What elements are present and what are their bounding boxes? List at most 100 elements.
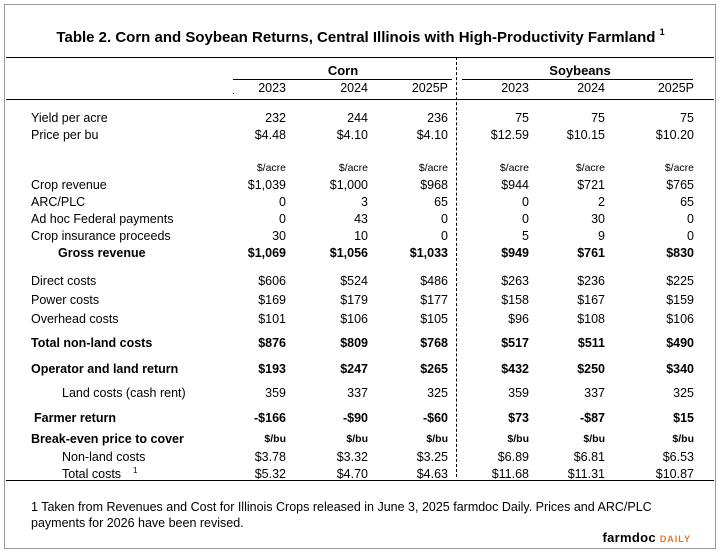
soy-header-rule (462, 79, 693, 80)
table-cell: $517 (501, 336, 529, 350)
table-cell: 75 (591, 111, 605, 125)
row-label: Overhead costs (31, 312, 119, 326)
table-row: Price per bu $4.48 $4.10 $4.10 $12.59 $10.15 $… (0, 127, 721, 143)
table-row: Break-even price to cover $/bu $/bu $/bu $/b… (0, 431, 721, 447)
table-cell: -$87 (579, 411, 605, 425)
table-cell: $225 (666, 274, 694, 288)
table-cell: $106 (666, 312, 694, 326)
table-cell: $768 (420, 336, 448, 350)
table-cell: 325 (427, 386, 448, 400)
table-cell: 3 (361, 195, 368, 209)
table-cell: $490 (666, 336, 694, 350)
table-cell: -$166 (254, 411, 286, 425)
table-bottom-rule (6, 480, 714, 481)
table-cell: 75 (680, 111, 694, 125)
table-cell: $105 (420, 312, 448, 326)
table-cell: $236 (577, 274, 605, 288)
year-header: 2024 (340, 81, 368, 95)
year-header: 2023 (501, 81, 529, 95)
table-frame (4, 4, 716, 549)
table-cell: $524 (340, 274, 368, 288)
year-header: 2025P (657, 81, 694, 95)
table-cell: $511 (577, 336, 605, 350)
table-cell: $247 (340, 362, 368, 376)
table-cell: $809 (340, 336, 368, 350)
table-cell: $949 (501, 246, 529, 260)
table-cell: $101 (258, 312, 286, 326)
table-cell: $/acre (499, 162, 529, 174)
row-label: Total non-land costs (31, 336, 153, 350)
table-cell: 325 (673, 386, 694, 400)
table-cell: $830 (666, 246, 694, 260)
table-cell: $4.70 (336, 467, 368, 481)
table-cell: $73 (508, 411, 529, 425)
table-cell: $169 (258, 293, 286, 307)
row-label: Farmer return (34, 411, 116, 425)
table-cell: $263 (501, 274, 529, 288)
table-cell: $4.48 (254, 128, 286, 142)
table-cell: 0 (522, 212, 529, 226)
table-cell: 65 (680, 195, 694, 209)
table-row: Non-land costs $3.78 $3.32 $3.25 $6.89 $6.81 $… (0, 449, 721, 465)
table-cell: $761 (577, 246, 605, 260)
row-label: Gross revenue (58, 246, 146, 260)
table-cell: $193 (258, 362, 286, 376)
table-row: Crop revenue $1,039 $1,000 $968 $944 $721 $765 (0, 177, 721, 193)
table-row: Direct costs $606 $524 $486 $263 $236 $225 (0, 273, 721, 289)
table-row: Land costs (cash rent) 359 337 325 359 337 325 (0, 385, 721, 401)
table-row: Total non-land costs $876 $809 $768 $517 $511… (0, 335, 721, 351)
table-cell: 2 (598, 195, 605, 209)
table-cell: $1,000 (329, 178, 368, 192)
row-label: Direct costs (31, 274, 97, 288)
table-row: Power costs $169 $179 $177 $158 $167 $159 (0, 292, 721, 308)
table-cell: 10 (354, 229, 368, 243)
table-cell: -$90 (342, 411, 368, 425)
table-cell: $4.63 (416, 467, 448, 481)
table-cell: $4.10 (336, 128, 368, 142)
table-row: $/acre $/acre $/acre $/acre $/acre $/acre (0, 160, 721, 176)
table-cell: $10.20 (655, 128, 694, 142)
row-label: Operator and land return (31, 362, 179, 376)
table-cell: 0 (279, 195, 286, 209)
table-cell: $/acre (575, 162, 605, 174)
table-cell: $432 (501, 362, 529, 376)
year-header: 2024 (577, 81, 605, 95)
table-cell: 43 (354, 212, 368, 226)
table-cell: $6.89 (497, 450, 529, 464)
year-header: 2023 (258, 81, 286, 95)
table-cell: $10.15 (566, 128, 605, 142)
table-cell: 0 (441, 212, 448, 226)
table-cell: $6.53 (662, 450, 694, 464)
table-cell: 0 (441, 229, 448, 243)
year-header: 2025P (411, 81, 448, 95)
table-cell: $3.32 (336, 450, 368, 464)
table-cell: 0 (279, 212, 286, 226)
table-cell: $108 (577, 312, 605, 326)
table-row: Yield per acre 232 244 236 75 75 75 (0, 110, 721, 126)
year-header-row: 2023 2024 2025P 2023 2024 2025P (0, 80, 721, 96)
row-label: Yield per acre (31, 111, 108, 125)
table-title-text: Table 2. Corn and Soybean Returns, Centr… (56, 29, 656, 46)
header-rule (6, 99, 714, 100)
table-row: Crop insurance proceeds 30 10 0 5 9 0 (0, 228, 721, 244)
table-title: Table 2. Corn and Soybean Returns, Centr… (0, 27, 721, 46)
table-cell: 9 (598, 229, 605, 243)
table-cell: $265 (420, 362, 448, 376)
table-cell: $6.81 (573, 450, 605, 464)
table-cell: $1,069 (247, 246, 286, 260)
table-cell: $106 (340, 312, 368, 326)
table-cell: 30 (591, 212, 605, 226)
logo-sub: DAILY (659, 534, 691, 544)
table-cell: $/bu (264, 433, 286, 445)
table-cell: $765 (666, 178, 694, 192)
logo-main: farmdoc (602, 530, 656, 545)
row-label: Crop revenue (31, 178, 107, 192)
table-cell: 359 (265, 386, 286, 400)
table-cell: 0 (687, 212, 694, 226)
table-row: Total costs 1 $5.32 $4.70 $4.63 $11.68 $11.31 $… (0, 466, 721, 482)
table-row: Gross revenue $1,069 $1,056 $1,033 $949 $761 $… (0, 245, 721, 261)
table-cell: 359 (508, 386, 529, 400)
table-cell: $968 (420, 178, 448, 192)
table-cell: $/bu (346, 433, 368, 445)
table-cell: 337 (584, 386, 605, 400)
